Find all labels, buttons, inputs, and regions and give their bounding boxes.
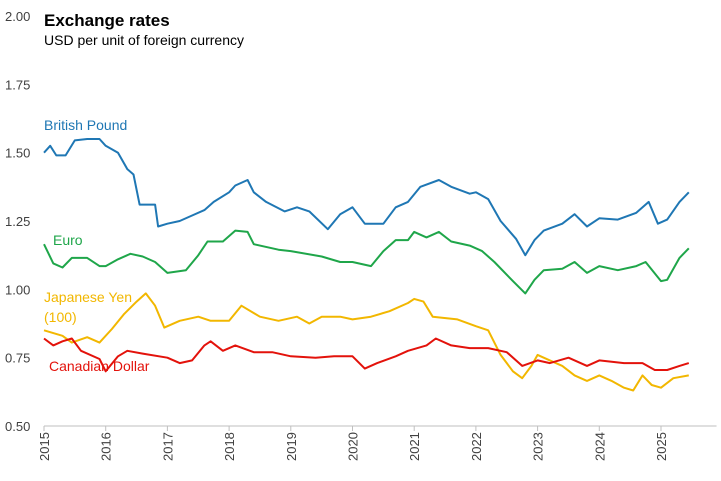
y-tick-label: 1.00 <box>5 282 30 297</box>
series-labels: British Pound Euro Japanese Yen (100) Canadi… <box>44 117 150 374</box>
x-tick-label: 2017 <box>160 432 175 461</box>
x-tick-label: 2019 <box>284 432 299 461</box>
canadian-dollar-line <box>43 337 690 373</box>
series-lines <box>43 138 690 392</box>
euro-label: Euro <box>53 232 83 248</box>
japanese-yen-line <box>43 292 689 392</box>
y-tick-label: 1.25 <box>5 214 30 229</box>
y-tick-label: 2.00 <box>5 9 30 24</box>
x-tick-label: 2023 <box>531 432 546 461</box>
x-tick-label: 2022 <box>469 432 484 461</box>
british-pound-label: British Pound <box>44 117 127 133</box>
y-axis: 0.50 0.75 1.00 1.25 1.50 1.75 2.00 <box>5 9 30 434</box>
y-tick-label: 1.75 <box>5 77 30 92</box>
x-tick-label: 2015 <box>37 432 52 461</box>
japanese-yen-label: Japanese Yen <box>44 289 132 305</box>
chart-subtitle: USD per unit of foreign currency <box>44 32 244 48</box>
x-tick-label: 2021 <box>407 432 422 461</box>
y-tick-label: 0.50 <box>5 419 30 434</box>
x-tick-label: 2018 <box>222 432 237 461</box>
euro-line <box>43 229 690 295</box>
y-tick-label: 1.50 <box>5 146 30 161</box>
canadian-dollar-label: Canadian Dollar <box>49 358 150 374</box>
british-pound-line <box>43 138 690 257</box>
x-tick-label: 2020 <box>346 432 361 461</box>
japanese-yen-label: (100) <box>44 309 77 325</box>
y-tick-label: 0.75 <box>5 351 30 366</box>
x-tick-label: 2024 <box>592 432 607 461</box>
x-axis: 2015 2016 2017 2018 2019 2020 2021 2022 2023 2024… <box>37 425 717 461</box>
chart-title: Exchange rates <box>44 11 170 30</box>
x-tick-label: 2025 <box>654 432 669 461</box>
x-tick-label: 2016 <box>99 432 114 461</box>
